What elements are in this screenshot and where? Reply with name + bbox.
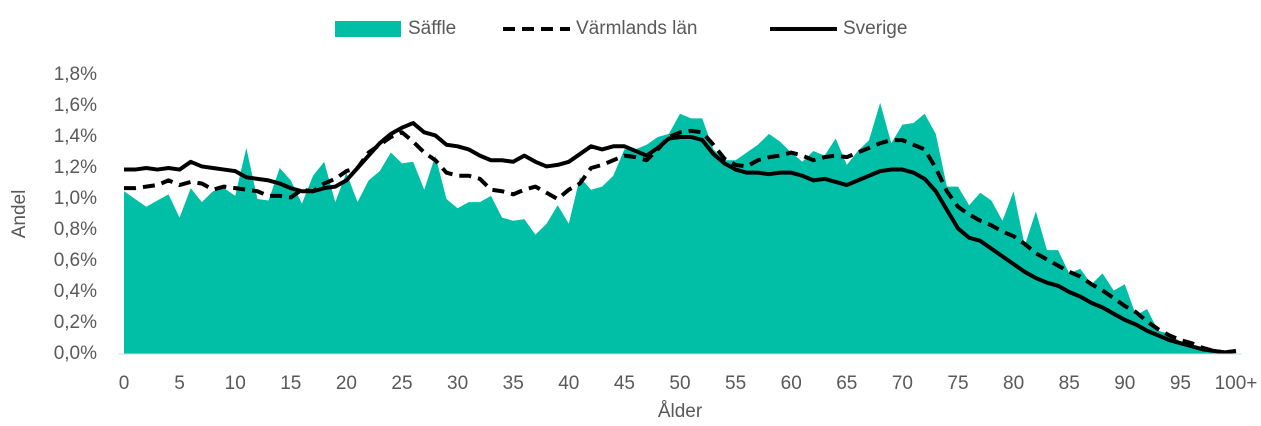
x-tick-label: 80	[1003, 373, 1024, 394]
y-tick-label: 0,4%	[54, 281, 97, 302]
y-tick-label: 1,8%	[54, 64, 97, 85]
x-tick-label: 25	[391, 373, 412, 394]
x-axis-label: Ålder	[658, 401, 703, 422]
x-tick-label: 40	[558, 373, 579, 394]
x-tick-label: 65	[836, 373, 857, 394]
y-tick-label: 0,8%	[54, 219, 97, 240]
y-axis-label: Andel	[9, 190, 30, 239]
x-tick-label: 95	[1170, 373, 1191, 394]
x-tick-label: 60	[781, 373, 802, 394]
x-tick-label: 5	[174, 373, 185, 394]
x-tick-label: 90	[1114, 373, 1135, 394]
area	[124, 102, 1236, 355]
y-tick-label: 1,6%	[54, 95, 97, 116]
x-tick-label: 35	[503, 373, 524, 394]
y-tick-label: 0,2%	[54, 312, 97, 333]
x-tick-label: 30	[447, 373, 468, 394]
legend-label: Sverige	[843, 18, 907, 39]
y-tick-label: 0,0%	[54, 343, 97, 364]
x-tick-label: 45	[614, 373, 635, 394]
x-tick-label: 15	[280, 373, 301, 394]
legend-swatch	[335, 21, 401, 37]
x-tick-label: 0	[119, 373, 130, 394]
x-tick-label: 70	[892, 373, 913, 394]
x-tick-label: 85	[1059, 373, 1080, 394]
x-tick-label: 20	[336, 373, 357, 394]
x-tick-label: 10	[225, 373, 246, 394]
y-tick-label: 1,4%	[54, 126, 97, 147]
x-tick-label: 50	[669, 373, 690, 394]
y-tick-label: 1,2%	[54, 157, 97, 178]
legend-label: Säffle	[408, 18, 456, 39]
x-tick-label: 55	[725, 373, 746, 394]
line	[124, 121, 1237, 355]
y-tick-label: 0,6%	[54, 250, 97, 271]
y-tick-label: 1,0%	[54, 188, 97, 209]
legend-label: Värmlands län	[576, 18, 697, 39]
x-tick-label: 75	[947, 373, 968, 394]
x-tick-label: 100+	[1215, 373, 1258, 394]
